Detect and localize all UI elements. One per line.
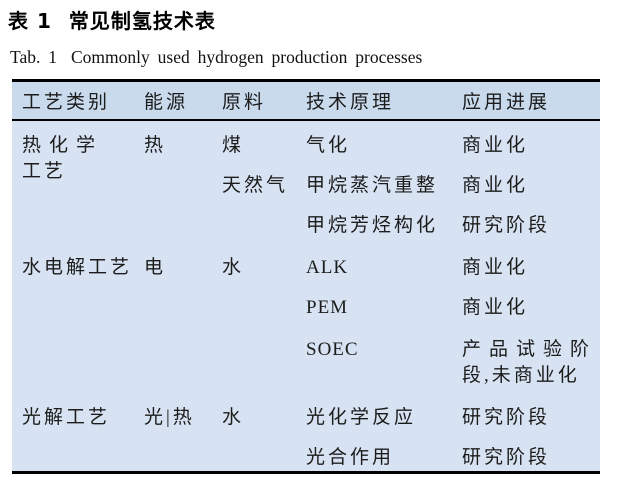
cell-progress: 产品试验阶段,未商业化 xyxy=(452,325,600,393)
table-caption-en-title: Commonly used hydrogen production proces… xyxy=(71,47,423,67)
cell-text: 产品试验阶段,未商业化 xyxy=(462,338,592,386)
cell-principle: SOEC xyxy=(306,338,359,360)
cell-progress: 研究阶段 xyxy=(462,446,551,468)
cell-progress: 研究阶段 xyxy=(462,406,551,428)
cell-principle: 甲烷蒸汽重整 xyxy=(306,174,439,196)
table-caption-en: Tab. 1 Commonly used hydrogen production … xyxy=(10,46,619,68)
table-row: 光合作用 研究阶段 xyxy=(12,433,600,473)
cell-process-category: 光解工艺 xyxy=(22,406,111,428)
table-caption-zh: 表 1 常见制氢技术表 xyxy=(8,9,619,33)
cell-progress: 商业化 xyxy=(462,256,529,278)
cell-energy-source: 电 xyxy=(144,256,167,278)
cell-feedstock: 煤 xyxy=(222,134,245,156)
table-row: 水电解工艺 电 水 ALK 商业化 xyxy=(12,243,600,283)
table-row: 天然气 甲烷蒸汽重整 商业化 xyxy=(12,161,600,201)
cell-progress: 商业化 xyxy=(462,296,529,318)
cell-principle: PEM xyxy=(306,296,349,318)
column-header-feedstock: 原料 xyxy=(212,80,296,121)
document-page: 表 1 常见制氢技术表 Tab. 1 Commonly used hydrogen … xyxy=(0,9,619,496)
table-caption-zh-title: 常见制氢技术表 xyxy=(68,9,216,33)
cell-feedstock: 天然气 xyxy=(222,174,289,196)
cell-feedstock: 水 xyxy=(222,256,245,278)
cell-text: 热化学工艺 xyxy=(22,134,98,182)
cell-principle: 光化学反应 xyxy=(306,406,417,428)
cell-progress: 商业化 xyxy=(462,134,529,156)
column-header-process-category: 工艺类别 xyxy=(12,80,134,121)
table-caption-zh-label: 表 1 xyxy=(8,9,52,33)
table-row: PEM 商业化 xyxy=(12,283,600,325)
cell-principle: 光合作用 xyxy=(306,446,395,468)
column-header-progress: 应用进展 xyxy=(452,80,600,121)
cell-principle: ALK xyxy=(306,256,349,278)
cell-principle: 甲烷芳烃构化 xyxy=(306,214,439,236)
cell-process-category: 水电解工艺 xyxy=(22,256,133,278)
column-header-principle: 技术原理 xyxy=(296,80,452,121)
column-header-energy-source: 能源 xyxy=(134,80,212,121)
hydrogen-processes-table: 工艺类别 能源 原料 技术原理 应用进展 热化学工艺 热 煤 气化 商业化 天然… xyxy=(12,79,600,474)
table-row: 甲烷芳烃构化 研究阶段 xyxy=(12,201,600,243)
cell-feedstock: 水 xyxy=(222,406,245,428)
table-caption-en-label: Tab. 1 xyxy=(10,47,57,67)
cell-process-category: 热化学工艺 xyxy=(12,120,134,243)
table-row: 光解工艺 光|热 水 光化学反应 研究阶段 xyxy=(12,393,600,433)
cell-progress: 研究阶段 xyxy=(462,214,551,236)
table-row: 热化学工艺 热 煤 气化 商业化 xyxy=(12,120,600,182)
cell-energy-source: 光|热 xyxy=(144,406,195,428)
cell-energy-source: 热 xyxy=(144,134,167,156)
table-header-row: 工艺类别 能源 原料 技术原理 应用进展 xyxy=(12,80,600,121)
cell-principle: 气化 xyxy=(306,134,351,156)
table-row: SOEC 产品试验阶段,未商业化 xyxy=(12,325,600,393)
cell-progress: 商业化 xyxy=(462,174,529,196)
